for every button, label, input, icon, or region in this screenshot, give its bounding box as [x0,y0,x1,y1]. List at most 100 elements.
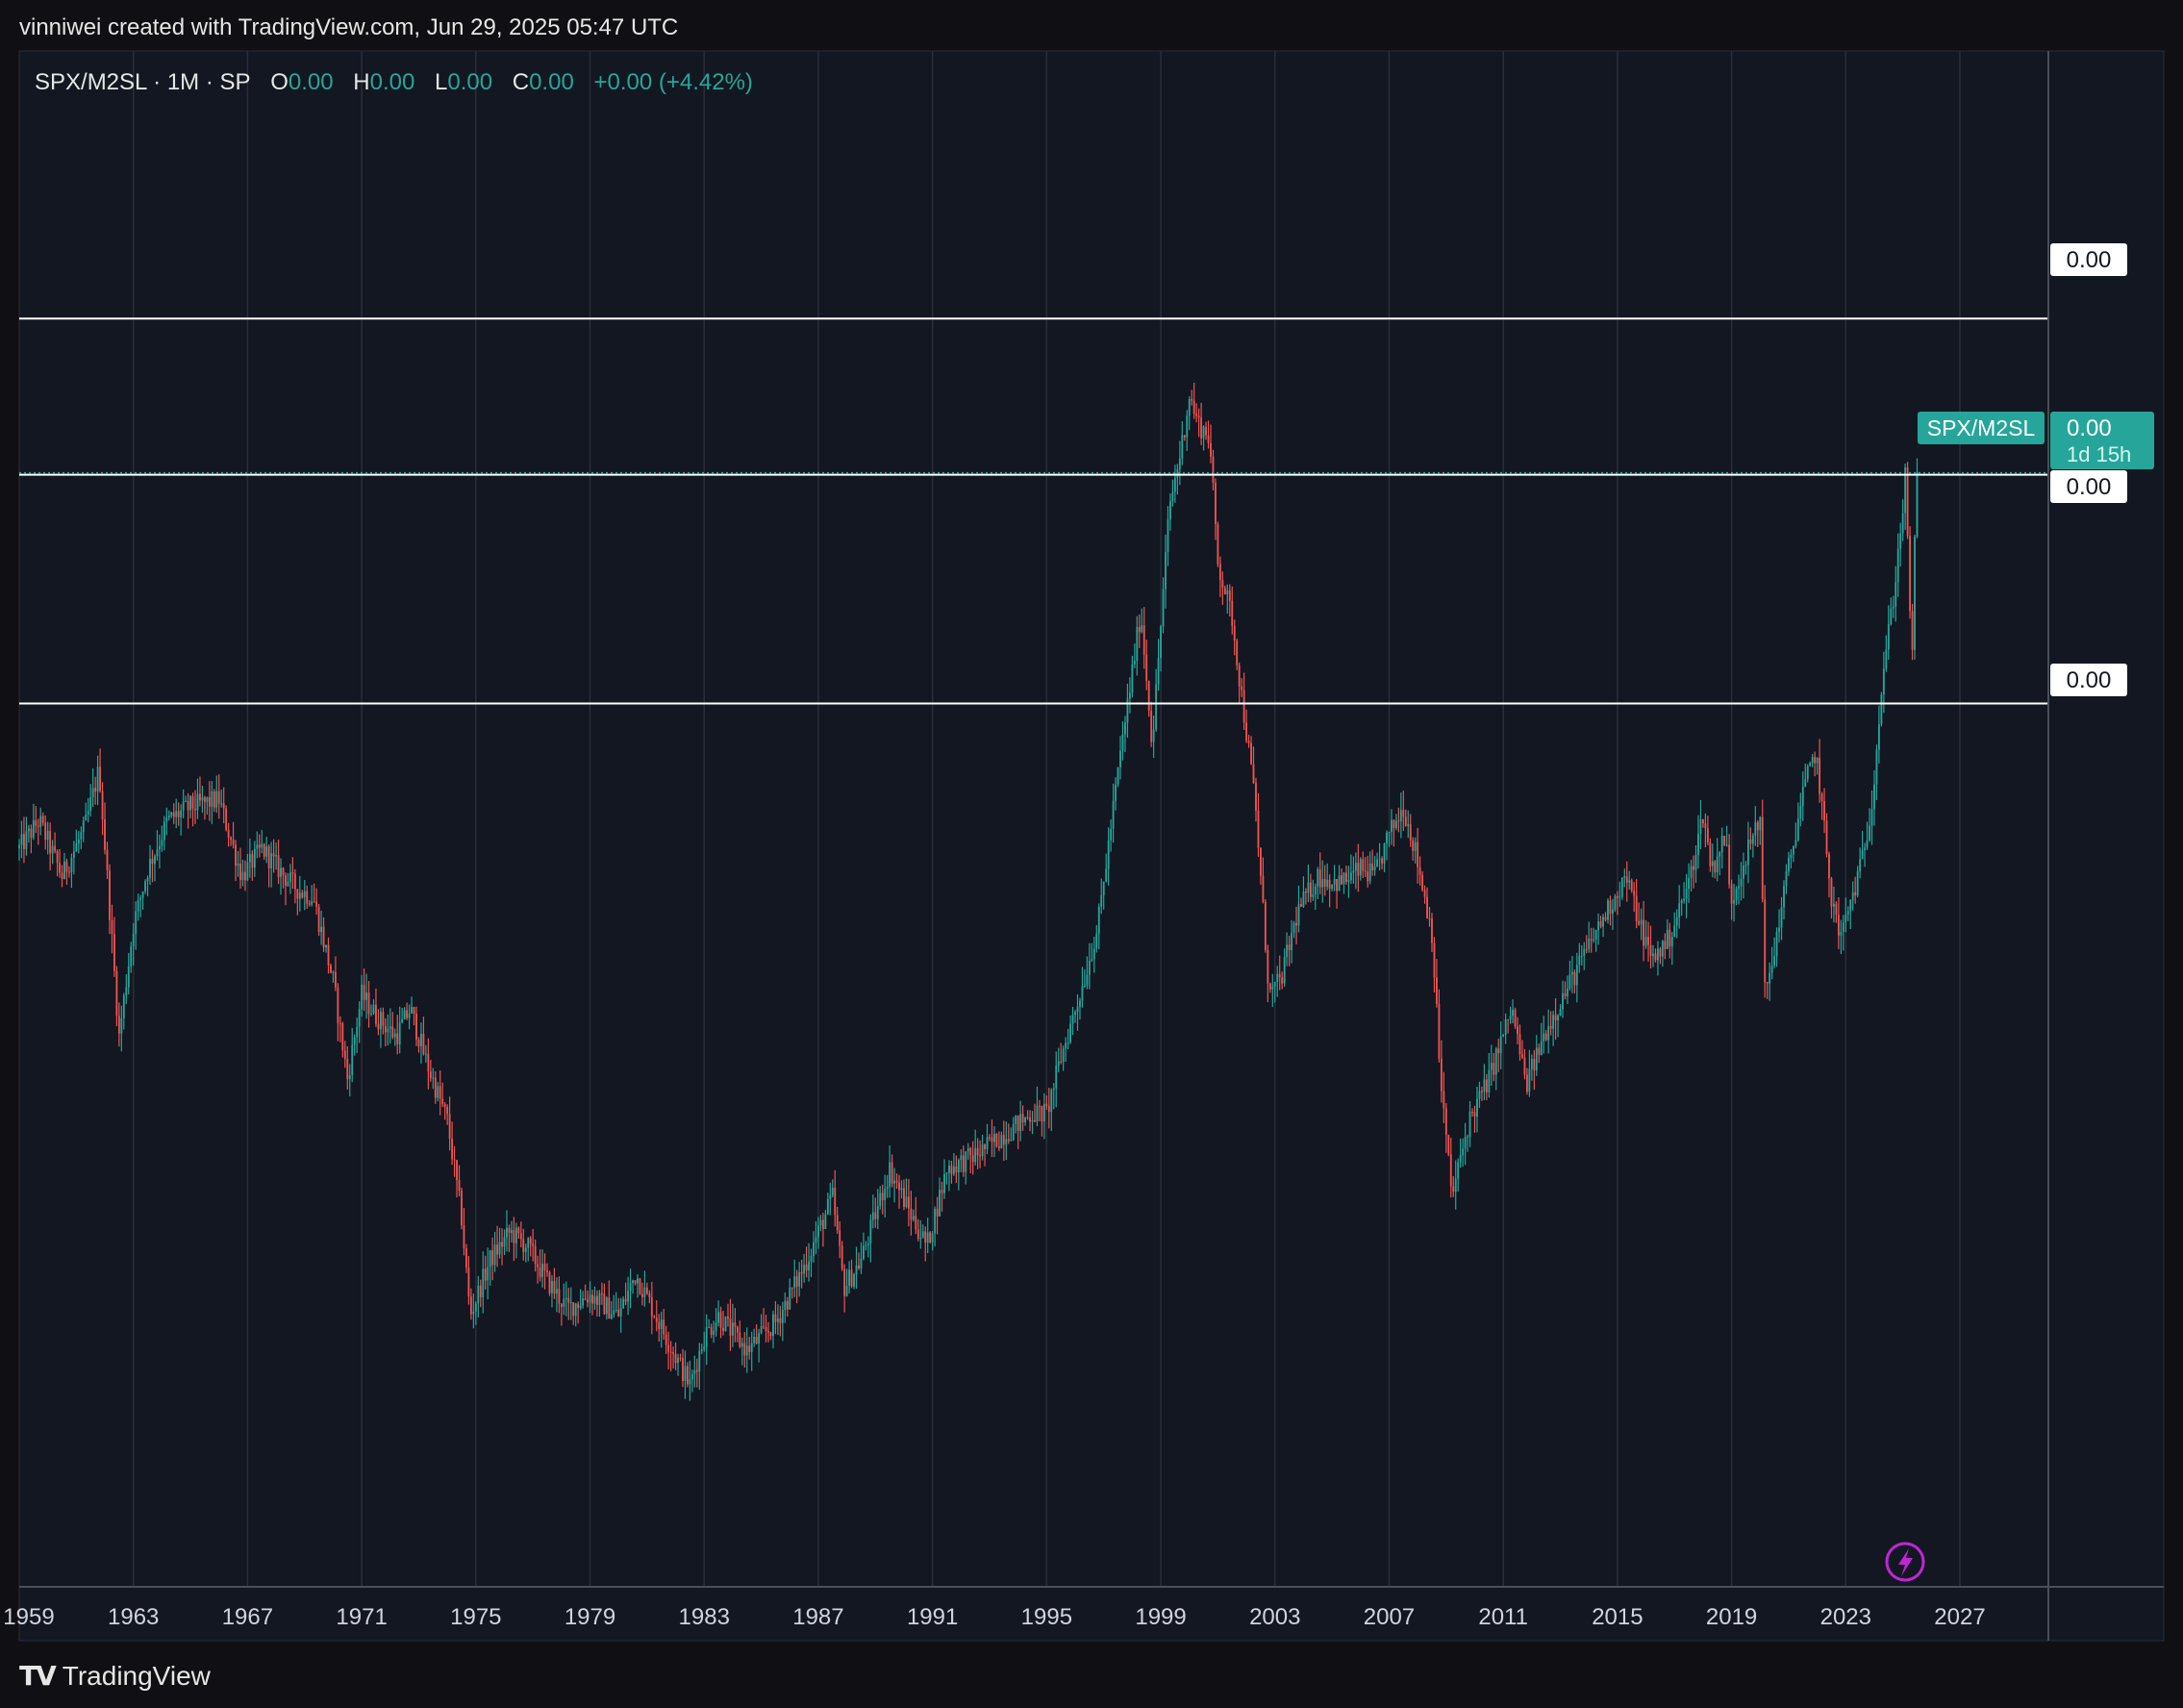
candle-body [493,1244,496,1266]
candle-body [106,849,109,871]
candle-body [498,1242,501,1255]
candle-body [225,808,228,830]
candle-body [1766,982,1769,984]
candle-body [1547,1025,1550,1041]
current-symbol-label: SPX/M2SL [1927,415,2036,440]
candle-body [1381,858,1383,864]
lightning-icon[interactable] [1885,1542,1925,1582]
candle-body [677,1357,679,1364]
candle-body [957,1160,960,1173]
candle-body [1368,863,1371,882]
tradingview-logo[interactable]: TV TradingView [19,1660,211,1692]
candle-body [1215,483,1217,524]
candle-body [120,1017,123,1034]
candle-body [1709,841,1712,867]
candle-body [774,1314,777,1322]
candle-body [1890,608,1893,624]
candle-body [772,1314,774,1337]
time-axis-labels: 1959 1963 1967 1971 1975 1979 1983 1987 1991 1995… [3,1604,1985,1630]
candle-body [1694,854,1697,870]
candle-body [1378,858,1381,860]
candle-body [341,1023,344,1051]
candle-body [912,1216,915,1220]
candle-body [461,1191,463,1226]
candle-body [1661,941,1664,957]
candle-body [1021,1114,1024,1123]
candle-body [256,844,259,849]
candle-body [415,1013,417,1040]
candle-body [293,873,296,890]
candle-body [831,1188,834,1195]
candle-body [1107,840,1110,869]
candle-body [866,1243,869,1245]
candle-body [1788,858,1790,872]
top-line-price-label: 0.00 [2067,247,2112,273]
candle-body [1664,941,1667,949]
candle-body [472,1311,475,1315]
legend-close-value: 0.00 [529,69,574,95]
candle-body [1128,692,1131,699]
candle-body [141,891,144,898]
series-legend[interactable]: SPX/M2SL · 1M · SP O0.00 H0.00 L0.00 C0.… [35,69,753,96]
candle-body [1647,936,1649,945]
candle-body [1699,818,1702,834]
candle-body [1880,694,1883,725]
candle-body [1336,878,1338,892]
candle-body [387,1028,389,1033]
candle-body [503,1237,506,1247]
candle-body [70,858,73,872]
candle-body [513,1230,515,1243]
candle-body [1690,866,1693,878]
candle-body [1530,1059,1533,1069]
candle-body [403,1010,406,1019]
candle-body [365,992,367,1000]
candle-body [1407,824,1410,826]
candle-body [1169,501,1171,520]
candle-body [484,1268,487,1281]
candle-body [713,1331,715,1335]
candle-body [1830,878,1833,907]
candle-body [1145,654,1148,681]
candle-body [574,1303,577,1317]
candle-body [1147,680,1150,711]
candle-body [211,791,213,807]
candle-body [191,795,194,809]
candle-body [765,1327,767,1332]
candle-body [1226,590,1229,595]
candle-body [1454,1178,1457,1193]
candle-body [482,1268,485,1297]
candle-body [1483,1079,1486,1093]
candle-body [1165,552,1167,590]
candle-body [1197,415,1200,418]
candle-body [322,926,325,948]
candle-body [779,1318,782,1323]
candle-body [146,877,149,882]
candle-body [1250,742,1252,765]
candle-body [25,831,28,849]
candle-body [358,1009,361,1027]
candle-body [1273,982,1276,987]
candle-body [1538,1047,1541,1055]
candle-body [1630,880,1633,892]
candle-body [1115,784,1117,801]
candle-body [745,1345,748,1356]
candle-body [658,1321,661,1330]
candle-body [541,1264,543,1277]
candle-body [320,926,323,933]
candle-body [1685,889,1688,899]
candle-body [698,1350,701,1372]
candle-body [1794,840,1797,846]
candle-body [1414,841,1417,851]
candle-body [175,811,178,817]
candle-body [1257,811,1260,848]
candle-body [924,1231,927,1243]
candle-body [1521,1054,1523,1058]
candle-body [1704,823,1707,829]
candle-body [496,1244,499,1255]
candle-body [596,1295,598,1305]
candle-body [199,793,201,801]
candle-body [1594,930,1597,941]
candle-body [565,1297,567,1299]
candle-body [1091,959,1093,961]
